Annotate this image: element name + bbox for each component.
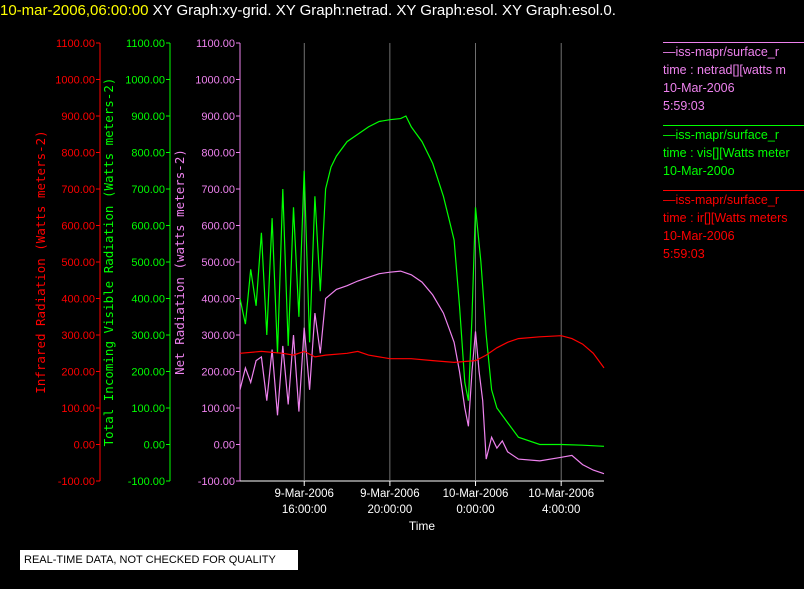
y-tick-label: 800.00 <box>61 148 95 160</box>
y-tick-label: 100.00 <box>61 403 95 415</box>
y-tick-label: 400.00 <box>61 294 95 306</box>
legend-text: 10-Mar-200o <box>663 164 735 178</box>
legend-text: 5:59:03 <box>663 247 705 261</box>
y-tick-label: 500.00 <box>131 257 165 269</box>
legend-text: —iss-mapr/surface_r <box>663 45 779 59</box>
y-tick-label: 300.00 <box>201 330 235 342</box>
title-bar: 10-mar-2006,06:00:00 XY Graph:xy-grid. X… <box>0 2 616 19</box>
legend-text: time : vis[][Watts meter <box>663 146 790 160</box>
y-tick-label: 1000.00 <box>125 75 165 87</box>
y-tick-label: 200.00 <box>61 367 95 379</box>
x-tick-time: 20:00:00 <box>367 504 412 516</box>
x-tick-date: 9-Mar-2006 <box>360 488 419 500</box>
y-tick-label: 700.00 <box>131 184 165 196</box>
y-tick-label: 600.00 <box>61 221 95 233</box>
y-tick-label: 600.00 <box>131 221 165 233</box>
x-tick-time: 4:00:00 <box>542 504 580 516</box>
y-tick-label: 800.00 <box>201 148 235 160</box>
y-tick-label: 0.00 <box>214 440 235 452</box>
y-tick-label: 0.00 <box>74 440 95 452</box>
y-tick-label: -100.00 <box>128 476 165 488</box>
y-tick-label: 900.00 <box>61 111 95 123</box>
legend-text: —iss-mapr/surface_r <box>663 128 779 142</box>
title-date-time: 10-mar-2006,06:00:00 <box>0 2 149 19</box>
y-tick-label: 100.00 <box>201 403 235 415</box>
quality-notice: REAL-TIME DATA, NOT CHECKED FOR QUALITY <box>20 550 298 570</box>
y-tick-label: 300.00 <box>61 330 95 342</box>
x-tick-date: 10-Mar-2006 <box>443 488 509 500</box>
x-axis-label: Time <box>409 519 436 533</box>
title-graph-list: XY Graph:xy-grid. XY Graph:netrad. XY Gr… <box>152 2 616 19</box>
y-tick-label: 500.00 <box>61 257 95 269</box>
y-axis-label-3: Net Radiation (watts meters-2) <box>172 149 187 375</box>
x-tick-date: 10-Mar-2006 <box>528 488 594 500</box>
x-tick-date: 9-Mar-2006 <box>275 488 334 500</box>
y-tick-label: 1100.00 <box>126 38 165 50</box>
y-tick-label: 700.00 <box>61 184 95 196</box>
legend-text: time : ir[][Watts meters <box>663 211 788 225</box>
y-tick-label: 1000.00 <box>195 75 235 87</box>
y-tick-label: 800.00 <box>131 148 165 160</box>
y-tick-label: 1000.00 <box>55 75 95 87</box>
y-tick-label: 400.00 <box>201 294 235 306</box>
y-tick-label: 100.00 <box>131 403 165 415</box>
legend-text: time : netrad[][watts m <box>663 63 786 77</box>
y-tick-label: 600.00 <box>201 221 235 233</box>
y-tick-label: 300.00 <box>131 330 165 342</box>
y-tick-label: 200.00 <box>131 367 165 379</box>
legend-text: 5:59:03 <box>663 99 705 113</box>
y-tick-label: 900.00 <box>201 111 235 123</box>
y-tick-label: 700.00 <box>201 184 235 196</box>
y-axis-label-1: Infrared Radiation (Watts meters-2) <box>33 130 48 393</box>
x-tick-time: 16:00:00 <box>282 504 327 516</box>
y-tick-label: 1100.00 <box>56 38 95 50</box>
y-tick-label: 0.00 <box>144 440 165 452</box>
y-tick-label: 400.00 <box>131 294 165 306</box>
y-tick-label: -100.00 <box>58 476 95 488</box>
y-tick-label: 900.00 <box>131 111 165 123</box>
y-axis-label-2: Total Incoming Visible Radiation (Watts … <box>101 78 116 447</box>
y-tick-label: 500.00 <box>201 257 235 269</box>
legend-text: 10-Mar-2006 <box>663 229 735 243</box>
series-line-vis <box>239 115 605 447</box>
y-tick-label: 200.00 <box>201 367 235 379</box>
series-line-ir <box>239 335 605 369</box>
x-tick-time: 0:00:00 <box>456 504 494 516</box>
legend-text: —iss-mapr/surface_r <box>663 193 779 207</box>
y-tick-label: -100.00 <box>198 476 235 488</box>
y-tick-label: 1100.00 <box>196 38 235 50</box>
legend-text: 10-Mar-2006 <box>663 81 735 95</box>
series-line-net <box>239 270 605 475</box>
